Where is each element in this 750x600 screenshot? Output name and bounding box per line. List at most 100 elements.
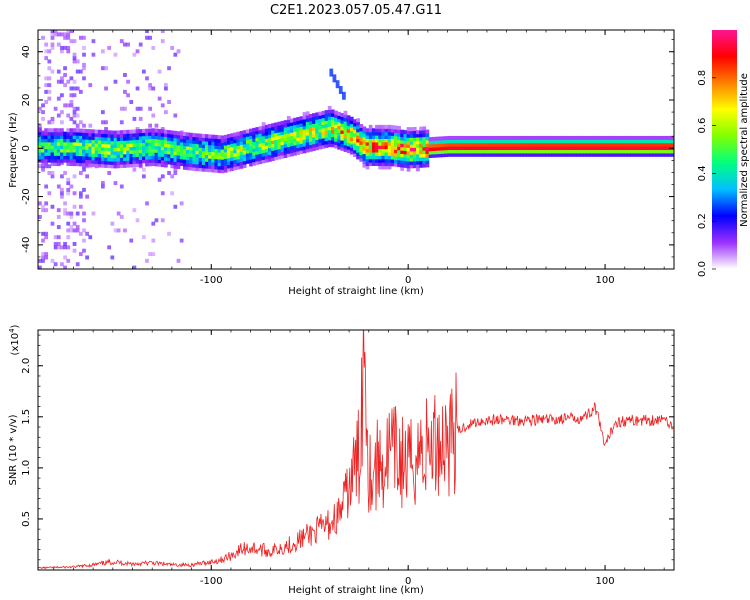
heatmap-cell <box>605 149 609 154</box>
heatmap-cell <box>135 159 140 164</box>
heatmap-cell <box>529 149 534 154</box>
colorbar-tick-label: 0.2 <box>697 213 708 229</box>
heatmap-cell <box>63 155 67 160</box>
heatmap-cell <box>277 128 282 133</box>
heatmap-cell <box>151 45 156 50</box>
heatmap-cell <box>94 159 99 164</box>
heatmap-cell <box>94 132 99 137</box>
heatmap-cell <box>664 146 669 151</box>
heatmap-cell <box>308 137 313 142</box>
heatmap-cell <box>189 156 193 161</box>
heatmap-cell <box>425 160 430 165</box>
heatmap-cell <box>296 130 301 135</box>
heatmap-cell <box>409 150 414 155</box>
heatmap-cell <box>397 142 401 147</box>
heatmap-cell <box>255 137 260 142</box>
heatmap-cell <box>182 155 187 160</box>
heatmap-cell <box>78 120 83 125</box>
heatmap-cell <box>69 145 74 150</box>
heatmap-cell <box>104 120 108 125</box>
heatmap-cell <box>198 150 203 155</box>
heatmap-cell <box>198 140 203 145</box>
heatmap-cell <box>564 135 568 140</box>
heatmap-cell <box>129 146 134 151</box>
heatmap-cell <box>179 155 184 160</box>
heatmap-cell <box>362 129 367 134</box>
heatmap-cell <box>239 141 244 146</box>
heatmap-cell <box>538 135 543 140</box>
heatmap-cell <box>82 162 86 167</box>
heatmap-cell <box>384 131 389 136</box>
heatmap-cell <box>91 156 96 161</box>
heatmap-cell <box>264 148 269 153</box>
heatmap-cell <box>482 146 486 151</box>
heatmap-cell <box>359 154 364 159</box>
heatmap-cell <box>138 156 143 161</box>
heatmap-cell <box>223 165 228 170</box>
heatmap-cell <box>406 167 411 172</box>
heatmap-cell <box>658 152 663 157</box>
heatmap-cell <box>583 152 587 157</box>
heatmap-cell <box>119 214 124 219</box>
heatmap-cell <box>371 151 376 156</box>
heatmap-cell <box>315 122 319 127</box>
heatmap-cell <box>479 146 483 151</box>
heatmap-cell <box>375 135 379 139</box>
heatmap-cell <box>271 146 275 151</box>
heatmap-cell <box>447 135 452 140</box>
heatmap-cell <box>362 143 367 148</box>
heatmap-cell <box>198 164 203 169</box>
heatmap-cell <box>189 146 193 151</box>
heatmap-cell <box>340 123 345 128</box>
heatmap-cell <box>38 141 42 146</box>
heatmap-cell <box>494 135 499 140</box>
heatmap-cell <box>69 225 74 230</box>
heatmap-cell <box>639 135 644 140</box>
heatmap-cell <box>192 136 197 141</box>
heatmap-cell <box>507 142 512 147</box>
heatmap-cell <box>208 161 212 166</box>
heatmap-cell <box>50 128 55 133</box>
heatmap-cell <box>630 149 635 154</box>
y-tick-label: 0.5 <box>21 511 32 527</box>
heatmap-cell <box>630 135 635 140</box>
heatmap-cell <box>182 159 187 164</box>
heatmap-cell <box>129 156 134 161</box>
heatmap-cell <box>321 110 326 115</box>
heatmap-cell <box>576 149 581 154</box>
heatmap-cell <box>66 187 71 192</box>
heatmap-cell <box>318 128 323 133</box>
heatmap-cell <box>365 155 370 160</box>
heatmap-cell <box>652 135 657 140</box>
heatmap-cell <box>261 125 266 130</box>
heatmap-cell <box>151 86 156 91</box>
heatmap-cell <box>129 100 134 104</box>
heatmap-cell <box>82 66 86 71</box>
heatmap-cell <box>422 146 427 151</box>
heatmap-cell <box>327 132 332 137</box>
heatmap-cell <box>592 152 597 157</box>
heatmap-cell <box>384 165 389 170</box>
y-tick-label: 2.0 <box>21 358 32 374</box>
heatmap-cell <box>365 165 370 170</box>
heatmap-cell <box>425 163 430 168</box>
heatmap-cell <box>630 146 635 151</box>
heatmap-cell <box>63 148 67 153</box>
heatmap-cell <box>422 150 427 155</box>
heatmap-cell <box>204 147 209 152</box>
heatmap-cell <box>264 124 269 129</box>
heatmap-cell <box>482 135 486 140</box>
heatmap-cell <box>560 139 565 144</box>
heatmap-cell <box>485 142 490 147</box>
heatmap-cell <box>255 140 260 145</box>
heatmap-cell <box>453 146 458 151</box>
heatmap-cell <box>189 163 193 168</box>
heatmap-cell <box>72 155 77 160</box>
heatmap-cell <box>104 130 108 135</box>
heatmap-cell <box>230 133 234 138</box>
heatmap-cell <box>113 137 118 142</box>
heatmap-cell <box>227 140 231 145</box>
heatmap-cell <box>516 135 521 140</box>
heatmap-cell <box>173 167 178 172</box>
heatmap-cell <box>280 147 285 152</box>
